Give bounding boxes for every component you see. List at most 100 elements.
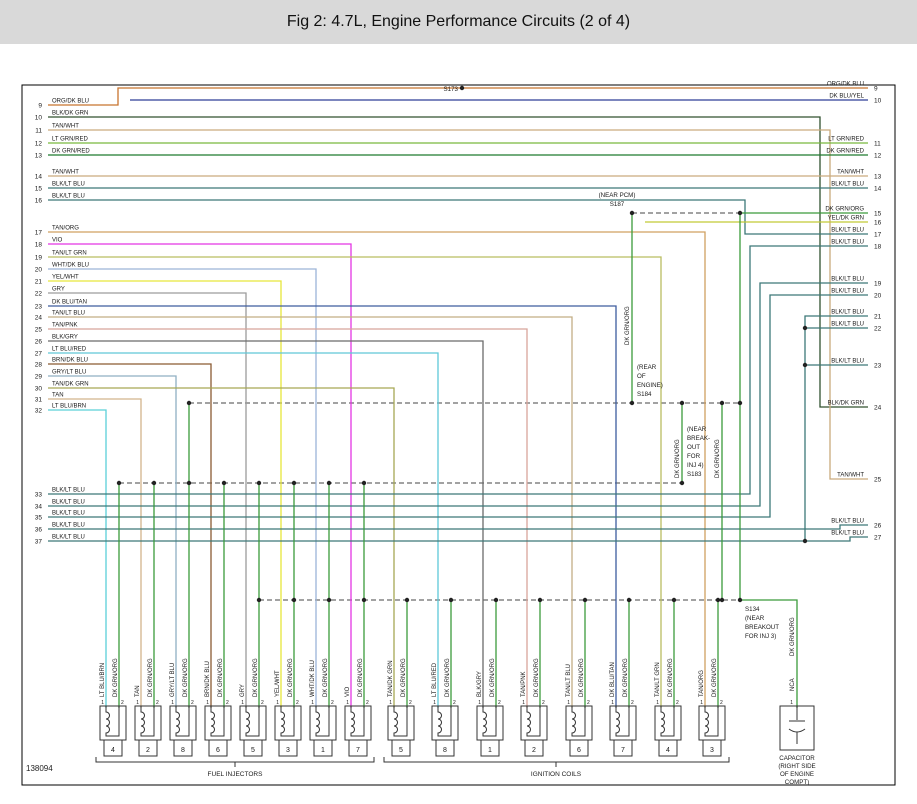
junction-dot (737, 210, 743, 216)
ignition-coil-5-box (387, 705, 415, 741)
ignition-coil-6-number: 6 (577, 747, 581, 754)
riser-label: GRY (240, 684, 246, 697)
pin-number-right-13: 13 (874, 174, 882, 181)
wire-color-label-left-9: ORG/DK BLU (52, 99, 89, 105)
junction-dot (537, 597, 543, 603)
splice-label-S183: S183 (687, 471, 702, 478)
splice-label-S183: OUT (687, 444, 700, 451)
wire-color-label-left-11: TAN/WHT (52, 124, 79, 130)
terminal-pin-label: 2 (676, 700, 679, 706)
ignition-coil-1-box (476, 705, 504, 741)
ignition-coil-3-number: 3 (710, 747, 714, 754)
riser-label: DK GRN/ORG (148, 658, 154, 697)
ignition-coil-coil-symbol (704, 706, 719, 737)
wire-l34-blk-lt-blu (48, 282, 868, 507)
wire-color-label-right-21: BLK/LT BLU (831, 310, 864, 316)
fuel-injector-7-box (344, 705, 372, 741)
junction-dot (582, 597, 588, 603)
terminal-pin-label: 1 (311, 700, 314, 706)
wire-color-label-left-24: TAN/LT BLU (52, 311, 85, 317)
ignition-coil-coil-symbol (571, 706, 586, 737)
wire-color-label-right-20: BLK/LT BLU (831, 289, 864, 295)
riser-label: DK GRN/ORG (253, 658, 259, 697)
wire-color-label-left-25: TAN/PNK (52, 323, 78, 329)
wire-l18-vio (48, 243, 352, 708)
terminal-pin-label: 1 (433, 700, 436, 706)
fuel-injector-7-number: 7 (356, 747, 360, 754)
capacitor-label: OF ENGINE (780, 771, 814, 778)
junction-dot (116, 480, 122, 486)
wire-r21-blk-lt-blu (804, 315, 868, 541)
junction-dot (186, 480, 192, 486)
pin-number-left-12: 12 (35, 141, 43, 148)
splice-label-S134: BREAKOUT (745, 624, 779, 631)
junction-dot (291, 480, 297, 486)
fuel-injector-coil-symbol (280, 706, 295, 737)
splice-label-S134: (NEAR (745, 615, 765, 622)
pin-number-right-27: 27 (874, 535, 882, 542)
pin-number-left-33: 33 (35, 492, 43, 499)
capacitor-symbol (788, 706, 806, 744)
terminal-pin-label: 1 (700, 700, 703, 706)
wire-color-label-left-10: BLK/DK GRN (52, 111, 88, 117)
riser-label: DK GRN/ORG (579, 658, 585, 697)
ignition-coil-coil-symbol (660, 706, 675, 737)
terminal-pin-label: 2 (720, 700, 723, 706)
figure-title: Fig 2: 4.7L, Engine Performance Circuits… (286, 13, 631, 30)
wire-color-label-left-30: TAN/DK GRN (52, 382, 89, 388)
ignition-coil-coil-symbol (615, 706, 630, 737)
wire-color-label-right-14: BLK/LT BLU (831, 182, 864, 188)
splice-label-S183: FOR (687, 453, 701, 460)
terminal-pin-label: 1 (136, 700, 139, 706)
wire-color-label-right-22: BLK/LT BLU (831, 322, 864, 328)
junction-dot (629, 400, 635, 406)
pin-number-left-19: 19 (35, 255, 43, 262)
riser-label: DK GRN/ORG (288, 658, 294, 697)
pin-number-left-20: 20 (35, 267, 43, 274)
splice-label-S184: S184 (637, 391, 652, 398)
terminal-pin-label: 2 (631, 700, 634, 706)
ignition-coil-4-box (654, 705, 682, 741)
pin-number-left-16: 16 (35, 198, 43, 205)
riser-label: DK GRN/ORG (401, 658, 407, 697)
pin-number-left-9: 9 (38, 103, 42, 110)
terminal-pin-label: 1 (790, 700, 793, 706)
junction-dot (221, 480, 227, 486)
junction-dot (629, 210, 635, 216)
junction-dot (719, 400, 725, 406)
wire-l22-gry (48, 292, 247, 708)
diagram-border (21, 84, 896, 786)
splice-label-S173: S173 (444, 86, 459, 93)
junction-dot (256, 480, 262, 486)
junction-dot (404, 597, 410, 603)
junction-dot (361, 480, 367, 486)
terminal-pin-label: 2 (226, 700, 229, 706)
wire-color-label-left-14: TAN/WHT (52, 170, 79, 176)
splice-label-S187: S187 (610, 201, 625, 208)
wire-color-label-left-33: BLK/LT BLU (52, 488, 85, 494)
junction-dot (737, 597, 743, 603)
wire-l27-lt-blu-red (48, 352, 439, 708)
wire-color-label-left-21: YEL/WHT (52, 275, 79, 281)
riser-label: DK GRN/ORG (534, 658, 540, 697)
pin-number-right-14: 14 (874, 186, 882, 193)
riser-label: BRN/DK BLU (205, 661, 211, 697)
wire-color-label-right-27: BLK/LT BLU (831, 531, 864, 537)
pin-number-left-34: 34 (35, 504, 43, 511)
junction-dot (326, 480, 332, 486)
capacitor-label: (RIGHT SIDE (778, 763, 815, 770)
fuel-injector-7-number-box (348, 739, 368, 757)
wire-color-label-left-13: DK GRN/RED (52, 149, 90, 155)
riser-label: DK GRN/ORG (623, 658, 629, 697)
junction-dot (448, 597, 454, 603)
pin-number-right-15: 15 (874, 211, 882, 218)
pin-number-left-18: 18 (35, 242, 43, 249)
terminal-pin-label: 2 (191, 700, 194, 706)
wire-color-label-left-20: WHT/DK BLU (52, 263, 89, 269)
ignition-coil-8-number-box (435, 739, 455, 757)
terminal-pin-label: 2 (296, 700, 299, 706)
wire-color-label-left-18: VIO (52, 238, 63, 244)
ignition-coil-coil-symbol (437, 706, 452, 737)
fuel-injector-coil-symbol (175, 706, 190, 737)
